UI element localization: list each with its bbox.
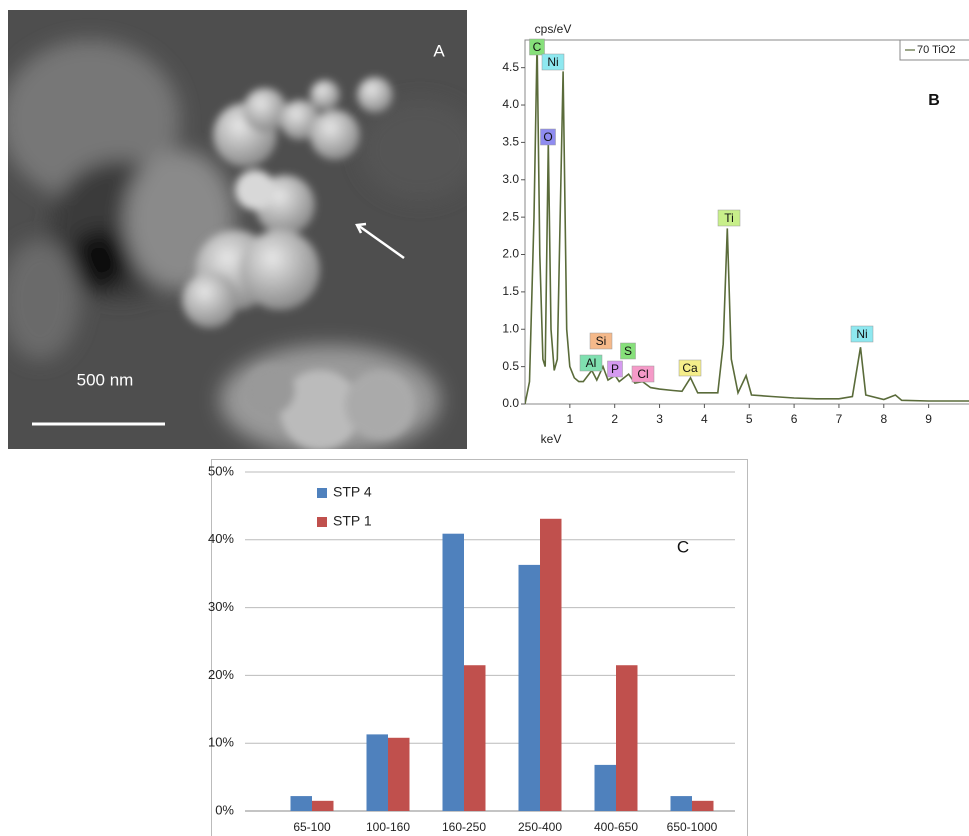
y-tick-label: 10% (208, 735, 234, 750)
bar (367, 734, 389, 811)
bar (671, 796, 693, 811)
spectrum-line (525, 42, 969, 405)
y-tick-label: 2.0 (502, 247, 519, 261)
legend-swatch (317, 517, 327, 527)
y-tick-label: 40% (208, 531, 234, 546)
plot-area (525, 42, 969, 405)
bar (464, 665, 486, 811)
peak-label: Cl (637, 367, 648, 381)
y-axis-label: cps/eV (535, 22, 572, 36)
y-tick-label: 3.5 (502, 135, 519, 149)
x-tick-label: 3 (656, 412, 663, 426)
y-tick-label: 4.5 (502, 60, 519, 74)
peak-label: Ni (856, 327, 867, 341)
x-axis-label: keV (541, 432, 562, 446)
x-tick-label: 6 (791, 412, 798, 426)
y-tick-label: 30% (208, 599, 234, 614)
sem-image (0, 10, 480, 455)
plot-frame (525, 40, 969, 404)
y-tick-label: 20% (208, 667, 234, 682)
peak-label: Al (586, 356, 597, 370)
y-tick-label: 0.0 (502, 396, 519, 410)
legend-swatch (317, 488, 327, 498)
bar (388, 738, 410, 811)
scale-bar-label: 500 nm (77, 370, 134, 389)
x-tick-label: 8 (880, 412, 887, 426)
peak-label: Si (596, 334, 607, 348)
bar (595, 765, 617, 811)
peak-label: S (624, 344, 632, 358)
x-tick-label: 650-1000 (667, 820, 718, 834)
x-tick-label: 7 (836, 412, 843, 426)
bar (312, 801, 334, 811)
bar (616, 665, 638, 811)
y-tick-label: 50% (208, 463, 234, 478)
bar (540, 519, 562, 811)
bar (692, 801, 714, 811)
panel-label: C (677, 537, 689, 556)
x-tick-label: 4 (701, 412, 708, 426)
x-tick-label: 100-160 (366, 820, 410, 834)
y-tick-label: 1.5 (502, 284, 519, 298)
y-tick-label: 0.5 (502, 359, 519, 373)
panel-label: A (433, 41, 445, 60)
peak-label: O (543, 130, 552, 144)
x-tick-label: 250-400 (518, 820, 562, 834)
bar (443, 534, 465, 811)
x-tick-label: 1 (567, 412, 574, 426)
y-tick-label: 4.0 (502, 97, 519, 111)
legend-label: STP 4 (333, 484, 372, 500)
bar (519, 565, 541, 811)
panel-label: B (928, 92, 940, 109)
y-tick-label: 3.0 (502, 172, 519, 186)
peak-label: C (533, 40, 542, 54)
figure: A 500 nm cps/eV keV B C 0.0 0.5 1.0 1.5 2.0 2… (0, 0, 969, 836)
x-tick-label: 9 (925, 412, 932, 426)
y-tick-label: 0% (215, 802, 234, 817)
bar (291, 796, 313, 811)
x-tick-label: 160-250 (442, 820, 486, 834)
peak-label: Ca (682, 361, 698, 375)
y-tick-label: 2.5 (502, 209, 519, 223)
peak-label: Ni (547, 55, 558, 69)
peak-label: Ti (724, 211, 734, 225)
x-tick-label: 2 (611, 412, 618, 426)
legend-label: 70 TiO2 (917, 44, 956, 56)
x-tick-label: 5 (746, 412, 753, 426)
legend-label: STP 1 (333, 513, 372, 529)
y-tick-label: 1.0 (502, 321, 519, 335)
x-tick-label: 65-100 (293, 820, 331, 834)
x-tick-label: 400-650 (594, 820, 638, 834)
peak-label: P (611, 362, 619, 376)
